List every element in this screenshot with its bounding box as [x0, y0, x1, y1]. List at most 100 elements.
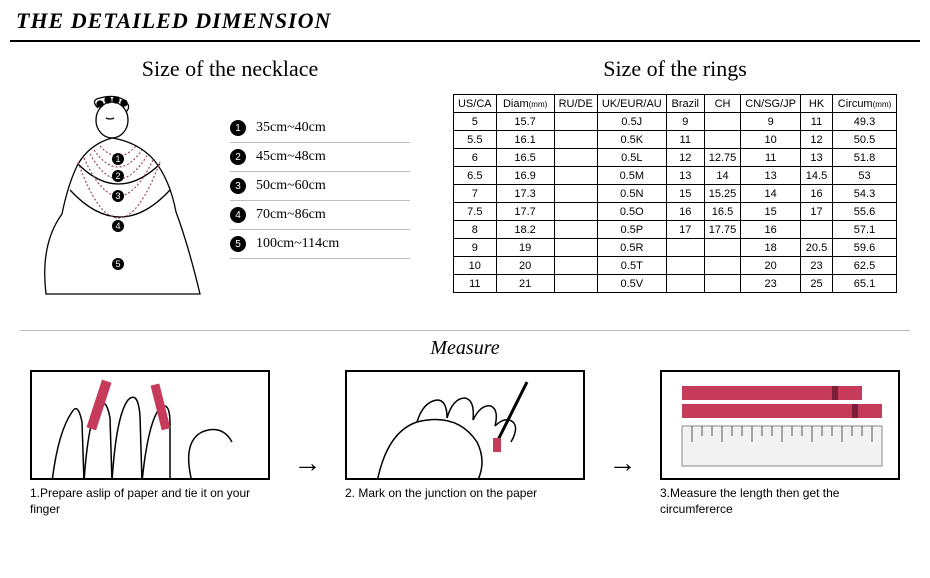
bullet-icon: 5 [230, 236, 246, 252]
table-row: 5.516.10.5K11101250.5 [453, 131, 896, 149]
table-row: 6.516.90.5M13141314.553 [453, 167, 896, 185]
table-cell: 7 [453, 185, 496, 203]
table-cell: 11 [801, 113, 833, 131]
table-cell: 17.75 [704, 221, 741, 239]
table-cell: 14 [741, 185, 801, 203]
rings-section: Size of the rings US/CADiam(mm)RU/DEUK/E… [440, 56, 910, 314]
table-row: 9190.5R1820.559.6 [453, 239, 896, 257]
svg-text:3: 3 [115, 191, 120, 201]
table-cell: 13 [741, 167, 801, 185]
table-cell [666, 275, 704, 293]
table-row: 515.70.5J991149.3 [453, 113, 896, 131]
table-row: 10200.5T202362.5 [453, 257, 896, 275]
necklace-size-item: 470cm~86cm [230, 201, 410, 230]
table-header-cell: UK/EUR/AU [597, 95, 666, 113]
table-cell: 11 [666, 131, 704, 149]
table-header-row: US/CADiam(mm)RU/DEUK/EUR/AUBrazilCHCN/SG… [453, 95, 896, 113]
table-cell: 17 [801, 203, 833, 221]
svg-text:2: 2 [115, 171, 120, 181]
table-cell: 62.5 [833, 257, 897, 275]
bullet-icon: 4 [230, 207, 246, 223]
table-cell: 9 [666, 113, 704, 131]
table-cell: 49.3 [833, 113, 897, 131]
header: THE DETAILED DIMENSION [0, 0, 930, 42]
table-header-cell: CN/SG/JP [741, 95, 801, 113]
table-cell: 14 [704, 167, 741, 185]
necklace-size-list: 135cm~40cm 245cm~48cm 350cm~60cm 470cm~8… [230, 114, 410, 259]
table-cell [704, 257, 741, 275]
arrow-icon: → [609, 448, 637, 480]
table-cell: 5 [453, 113, 496, 131]
size-range: 45cm~48cm [256, 149, 326, 165]
step2-illustration [345, 370, 585, 480]
table-cell: 7.5 [453, 203, 496, 221]
table-cell: 18.2 [496, 221, 554, 239]
step3-illustration [660, 370, 900, 480]
table-cell [554, 203, 597, 221]
table-cell: 18 [741, 239, 801, 257]
table-cell: 5.5 [453, 131, 496, 149]
table-cell: 11 [741, 149, 801, 167]
table-cell: 16 [741, 221, 801, 239]
table-cell: 51.8 [833, 149, 897, 167]
svg-text:5: 5 [115, 259, 120, 269]
table-cell: 14.5 [801, 167, 833, 185]
table-cell: 65.1 [833, 275, 897, 293]
table-cell: 16.5 [496, 149, 554, 167]
table-cell: 19 [496, 239, 554, 257]
necklace-size-item: 350cm~60cm [230, 172, 410, 201]
table-cell: 15.7 [496, 113, 554, 131]
table-cell: 9 [453, 239, 496, 257]
table-cell: 16.9 [496, 167, 554, 185]
table-cell: 55.6 [833, 203, 897, 221]
table-header-cell: US/CA [453, 95, 496, 113]
bullet-icon: 2 [230, 149, 246, 165]
table-cell: 50.5 [833, 131, 897, 149]
bullet-icon: 3 [230, 178, 246, 194]
necklace-size-item: 2 45cm~48cm [230, 143, 410, 172]
rings-title: Size of the rings [440, 56, 910, 82]
table-cell: 12.75 [704, 149, 741, 167]
table-row: 616.50.5L1212.75111351.8 [453, 149, 896, 167]
table-cell: 59.6 [833, 239, 897, 257]
step3-caption: 3.Measure the length then get the circum… [660, 486, 900, 517]
table-cell: 0.5N [597, 185, 666, 203]
svg-text:4: 4 [115, 221, 120, 231]
table-cell: 20 [496, 257, 554, 275]
table-cell: 11 [453, 275, 496, 293]
svg-text:1: 1 [115, 154, 120, 164]
section-divider [20, 330, 910, 331]
table-cell: 15 [666, 185, 704, 203]
table-cell: 17.3 [496, 185, 554, 203]
table-cell: 0.5L [597, 149, 666, 167]
table-row: 717.30.5N1515.25141654.3 [453, 185, 896, 203]
table-cell [704, 239, 741, 257]
table-cell [554, 131, 597, 149]
table-row: 7.517.70.5O1616.5151755.6 [453, 203, 896, 221]
table-cell: 53 [833, 167, 897, 185]
table-cell: 54.3 [833, 185, 897, 203]
table-cell: 0.5M [597, 167, 666, 185]
step2-caption: 2. Mark on the junction on the paper [345, 486, 585, 502]
table-cell: 15 [741, 203, 801, 221]
measure-title: Measure [0, 337, 930, 360]
arrow-icon: → [294, 448, 322, 480]
table-cell: 17.7 [496, 203, 554, 221]
table-cell [554, 149, 597, 167]
table-cell: 12 [666, 149, 704, 167]
table-header-cell: RU/DE [554, 95, 597, 113]
necklace-section: Size of the necklace [20, 56, 440, 314]
page-title: THE DETAILED DIMENSION [10, 8, 920, 38]
table-cell [554, 113, 597, 131]
table-cell: 20 [741, 257, 801, 275]
table-cell: 0.5T [597, 257, 666, 275]
top-sections: Size of the necklace [0, 42, 930, 324]
measure-step-2: 2. Mark on the junction on the paper [345, 370, 585, 502]
table-cell [666, 239, 704, 257]
table-header-cell: HK [801, 95, 833, 113]
table-cell: 23 [741, 275, 801, 293]
table-cell: 16 [666, 203, 704, 221]
table-cell [801, 221, 833, 239]
table-cell [666, 257, 704, 275]
necklace-body: 1 2 3 4 5 135cm~40cm 245cm~48cm 350cm~60… [20, 94, 440, 314]
